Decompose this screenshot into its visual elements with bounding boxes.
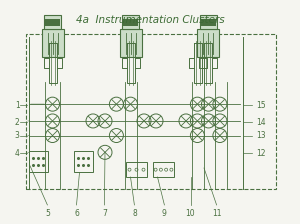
Text: 12: 12 [256, 149, 266, 158]
Text: 3: 3 [15, 131, 20, 140]
Bar [197, 29, 220, 57]
Bar [28, 151, 48, 172]
Text: 6: 6 [74, 209, 79, 218]
Text: 11: 11 [212, 209, 221, 218]
Bar [123, 19, 138, 26]
Bar [119, 29, 142, 57]
Text: 4: 4 [15, 149, 20, 158]
Text: 13: 13 [256, 131, 266, 140]
Bar [153, 162, 174, 177]
Bar [201, 19, 216, 26]
Bar [74, 151, 93, 172]
Text: 14: 14 [256, 118, 266, 127]
Bar [122, 15, 139, 29]
Bar [45, 19, 60, 26]
Text: 15: 15 [256, 101, 266, 110]
Text: 2: 2 [15, 118, 20, 127]
Bar [41, 29, 64, 57]
Bar [26, 34, 276, 189]
Bar [44, 15, 61, 29]
Text: 8: 8 [132, 209, 137, 218]
Bar [126, 162, 147, 177]
Text: 4a  Instrumentation Clusters: 4a Instrumentation Clusters [76, 15, 224, 25]
Text: 7: 7 [102, 209, 107, 218]
Text: 10: 10 [186, 209, 195, 218]
Bar [200, 15, 217, 29]
Text: 1: 1 [15, 101, 20, 110]
Text: 5: 5 [45, 209, 50, 218]
Text: 9: 9 [162, 209, 167, 218]
